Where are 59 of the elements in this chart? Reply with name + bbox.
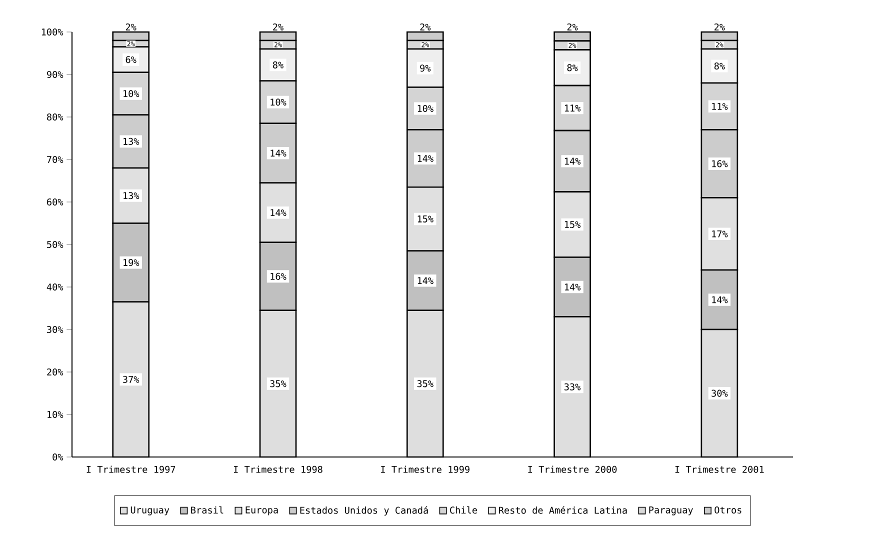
legend-label: Uruguay [130, 506, 170, 516]
data-label: 8% [567, 64, 578, 72]
legend-label: Europa [246, 506, 278, 516]
data-label: 14% [564, 284, 581, 290]
data-label: 13% [124, 192, 140, 200]
data-label: 14% [418, 277, 434, 284]
data-label: 16% [270, 272, 286, 280]
y-tick-label: 80% [47, 113, 64, 121]
y-tick-label: 60% [47, 198, 64, 206]
legend-label: Chile [450, 506, 477, 514]
data-label: 2% [420, 23, 431, 30]
data-label: 35% [270, 380, 286, 388]
data-label: 8% [272, 61, 284, 68]
y-tick-label: 10% [48, 410, 64, 418]
x-tick-label: I Trimestre 1998 [234, 466, 322, 473]
x-tick-label: I Trimestre 1999 [381, 466, 470, 473]
data-label: 11% [712, 102, 728, 110]
legend-label: Otros [714, 506, 742, 514]
y-tick-label: 90% [47, 70, 64, 78]
y-tick-label: 20% [47, 368, 64, 376]
legend-label: Resto de América Latina [498, 506, 627, 514]
data-label: 9% [420, 64, 431, 72]
data-label: 10% [270, 98, 286, 106]
data-label: 37% [123, 376, 140, 383]
data-label: 8% [714, 62, 725, 70]
data-label: 19% [124, 259, 140, 266]
y-tick-label: 50% [47, 240, 64, 248]
data-label: 16% [712, 160, 728, 168]
legend-label: Paraguay [649, 506, 693, 516]
x-tick-label: I Trimestre 1997 [86, 466, 176, 473]
data-label: 10% [418, 104, 434, 112]
data-label: 35% [417, 380, 434, 388]
data-label: 14% [418, 155, 434, 162]
data-label: 33% [564, 383, 581, 390]
legend-label: Estados Unidos y Canadá [300, 506, 428, 516]
data-label: 2% [714, 23, 725, 30]
x-tick-label: I Trimestre 2001 [675, 466, 764, 473]
y-tick-label: 40% [46, 283, 64, 291]
data-label: 17% [712, 230, 728, 238]
data-label: 15% [564, 221, 581, 228]
data-label: 2% [567, 23, 578, 30]
legend-label: Brasil [191, 506, 224, 514]
data-label: 10% [124, 90, 140, 98]
y-tick-label: 0% [52, 453, 64, 461]
data-label: 6% [126, 56, 136, 64]
x-tick-label: I Trimestre 2000 [528, 466, 617, 473]
y-tick-label: 100% [42, 28, 64, 36]
data-label: 14% [270, 150, 286, 157]
data-label: 14% [712, 296, 728, 304]
data-label: 14% [564, 158, 581, 165]
data-label: 15% [418, 216, 434, 222]
data-label: 2% [126, 23, 136, 30]
y-tick-label: 30% [47, 326, 64, 334]
data-label: 30% [712, 390, 728, 397]
data-label: 2% [273, 23, 284, 30]
data-label: 13% [124, 138, 140, 145]
data-label: 11% [564, 104, 581, 112]
y-tick-label: 70% [47, 156, 64, 164]
data-label: 14% [270, 209, 286, 216]
